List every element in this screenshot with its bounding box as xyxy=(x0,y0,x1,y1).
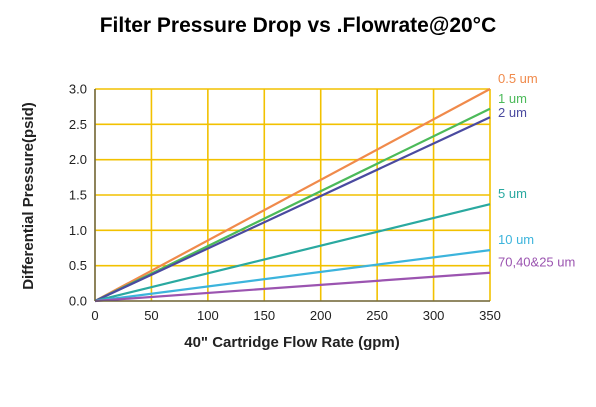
x-tick-label: 300 xyxy=(423,308,445,323)
chart-title: Filter Pressure Drop vs .Flowrate@20°C xyxy=(99,14,497,37)
y-axis-title: Differential Pressure(psid) xyxy=(20,102,37,290)
x-tick-label: 200 xyxy=(310,308,332,323)
y-tick-label: 2.0 xyxy=(69,152,87,167)
series-label: 1 um xyxy=(498,91,527,106)
series-line xyxy=(94,203,491,303)
x-tick-label: 150 xyxy=(253,308,275,323)
x-tick-label: 350 xyxy=(479,308,501,323)
y-tick-label: 3.0 xyxy=(69,82,87,97)
y-tick-label: 1.5 xyxy=(69,188,87,203)
series-line xyxy=(94,271,491,303)
x-tick-label: 50 xyxy=(144,308,158,323)
series-line xyxy=(94,249,491,303)
series-line xyxy=(94,107,491,302)
series-label: 10 um xyxy=(498,232,534,247)
x-tick-label: 0 xyxy=(91,308,98,323)
y-tick-label: 1.0 xyxy=(69,223,87,238)
series-label: 0.5 um xyxy=(498,71,538,86)
series-label: 2 um xyxy=(498,105,527,120)
series-label: 70,40&25 um xyxy=(498,255,575,270)
x-axis-title: 40" Cartridge Flow Rate (gpm) xyxy=(184,334,399,351)
y-tick-label: 0.5 xyxy=(69,258,87,273)
y-tick-label: 0.0 xyxy=(69,294,87,309)
series-labels: 0.5 um 1 um2 um 5 um 10 um 70,40&25 um xyxy=(498,71,575,270)
x-tick-label: 100 xyxy=(197,308,219,323)
series-label: 5 um xyxy=(498,186,527,201)
series-lines xyxy=(94,88,491,303)
y-tick-label: 2.5 xyxy=(69,117,87,132)
series-line xyxy=(94,116,491,302)
axes: 0 50 100 150 200 250 300 350 0.0 0.5 1.0 1.5 2.0 2.5 3… xyxy=(69,82,501,324)
x-tick-label: 250 xyxy=(366,308,388,323)
series-line xyxy=(94,88,491,302)
